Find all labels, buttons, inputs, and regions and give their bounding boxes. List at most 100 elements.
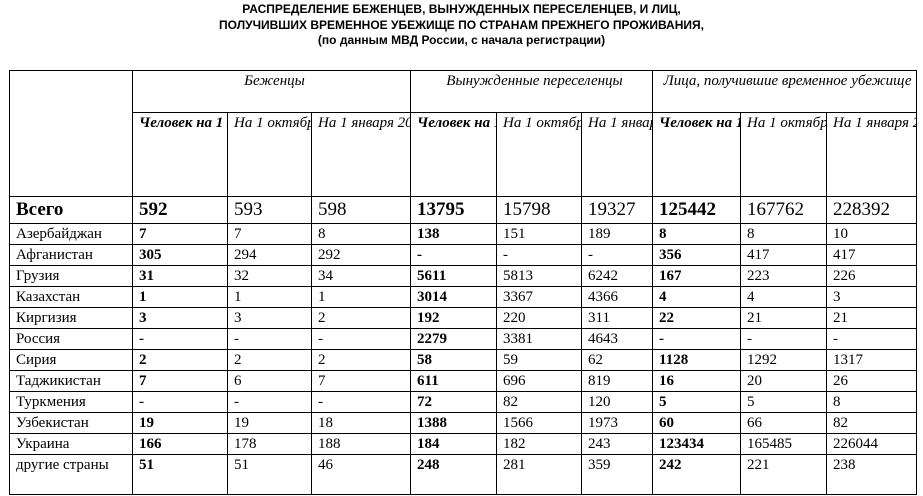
value-cell: 7: [310, 370, 412, 392]
value-cell: 1317: [826, 349, 918, 371]
value-cell: 226: [826, 265, 918, 287]
value-cell: -: [410, 244, 498, 266]
value-cell: 5: [740, 391, 828, 413]
value-cell: 5611: [410, 265, 498, 287]
value-cell: 16: [652, 370, 742, 392]
value-cell: 1: [310, 286, 412, 308]
value-cell: 226044: [826, 433, 918, 455]
value-cell: 19: [227, 412, 312, 434]
value-cell: 8: [826, 391, 918, 413]
table-body: Азербайджан 7 7 8 138 151 189 8 8 10 Афганистан 305…: [9, 223, 918, 495]
total-value-cell: 19327: [581, 196, 654, 224]
value-cell: 22: [652, 307, 742, 329]
table-row: Грузия 31 32 34 5611 5813 6242 167 223 226: [9, 265, 918, 287]
value-cell: 59: [496, 349, 583, 371]
country-name-cell: Россия: [9, 328, 133, 350]
value-cell: 182: [496, 433, 583, 455]
total-value-cell: 598: [310, 196, 412, 224]
value-cell: 819: [581, 370, 654, 392]
value-cell: 696: [496, 370, 583, 392]
value-cell: 1: [132, 286, 228, 308]
value-cell: 2: [310, 307, 412, 329]
total-value-cell: 228392: [826, 196, 918, 224]
country-name-cell: Узбекистан: [9, 412, 133, 434]
value-cell: 6242: [581, 265, 654, 287]
subheader-cell: Человек на 1 января 2018: [652, 112, 742, 197]
country-name-cell: Украина: [9, 433, 133, 455]
country-name-cell: Киргизия: [9, 307, 133, 329]
value-cell: 21: [740, 307, 828, 329]
subheader-cell: На 1 января 2017: [826, 112, 918, 197]
value-cell: 248: [410, 454, 498, 495]
value-cell: 2: [132, 349, 228, 371]
value-cell: 3367: [496, 286, 583, 308]
value-cell: 2: [310, 349, 412, 371]
value-cell: 120: [581, 391, 654, 413]
value-cell: 5: [652, 391, 742, 413]
corner-cell: [9, 70, 133, 197]
country-name-cell: Туркмения: [9, 391, 133, 413]
value-cell: 242: [652, 454, 742, 495]
value-cell: 3: [227, 307, 312, 329]
value-cell: 356: [652, 244, 742, 266]
country-name-cell: Грузия: [9, 265, 133, 287]
country-name-cell: Таджикистан: [9, 370, 133, 392]
value-cell: -: [740, 328, 828, 350]
value-cell: 51: [132, 454, 228, 495]
value-cell: 166: [132, 433, 228, 455]
subheader-cell: На 1 октября 2017: [740, 112, 828, 197]
value-cell: 151: [496, 223, 583, 245]
value-cell: 3: [826, 286, 918, 308]
title-line-1: РАСПРЕДЕЛЕНИЕ БЕЖЕНЦЕВ, ВЫНУЖДЕННЫХ ПЕРЕ…: [242, 2, 681, 16]
value-cell: 167: [652, 265, 742, 287]
value-cell: 281: [496, 454, 583, 495]
title-line-2: ПОЛУЧИВШИХ ВРЕМЕННОЕ УБЕЖИЩЕ ПО СТРАНАМ …: [219, 17, 704, 32]
value-cell: -: [227, 328, 312, 350]
table-row: другие страны 51 51 46 248 281 359 242 221 238: [9, 454, 918, 495]
value-cell: 21: [826, 307, 918, 329]
value-cell: 4366: [581, 286, 654, 308]
total-label: Всего: [9, 196, 133, 224]
value-cell: 4643: [581, 328, 654, 350]
value-cell: -: [581, 244, 654, 266]
total-value-cell: 592: [132, 196, 228, 224]
total-value-cell: 125442: [652, 196, 742, 224]
value-cell: 3381: [496, 328, 583, 350]
value-cell: 46: [310, 454, 412, 495]
value-cell: 82: [496, 391, 583, 413]
value-cell: 1566: [496, 412, 583, 434]
value-cell: -: [826, 328, 918, 350]
table-row: Туркмения - - -72 82 120 5 5 8: [9, 391, 918, 413]
table-row: Украина 166 178 188 184 182 243 123434 165485 226…: [9, 433, 918, 455]
value-cell: 223: [740, 265, 828, 287]
table-row: Россия - - -2279 3381 4643- - -: [9, 328, 918, 350]
group-header-displaced: Вынужденные переселенцы: [410, 70, 654, 113]
value-cell: 417: [740, 244, 828, 266]
value-cell: 18: [310, 412, 412, 434]
table-row: Киргизия 3 3 2 192 220 311 22 21 21: [9, 307, 918, 329]
value-cell: 311: [581, 307, 654, 329]
table-row: Азербайджан 7 7 8 138 151 189 8 8 10: [9, 223, 918, 245]
country-name-cell: Сирия: [9, 349, 133, 371]
value-cell: 7: [227, 223, 312, 245]
value-cell: 2: [227, 349, 312, 371]
value-cell: -: [132, 328, 228, 350]
value-cell: 8: [740, 223, 828, 245]
value-cell: 417: [826, 244, 918, 266]
subheader-cell: Человек на 1 января 2018: [410, 112, 498, 197]
value-cell: 220: [496, 307, 583, 329]
table-row: Таджикистан 7 6 7 611 696 819 16 20 26: [9, 370, 918, 392]
value-cell: 243: [581, 433, 654, 455]
subheader-cell: Человек на 1 января 2018: [132, 112, 228, 197]
total-value-cell: 15798: [496, 196, 583, 224]
value-cell: 60: [652, 412, 742, 434]
value-cell: 7: [132, 223, 228, 245]
value-cell: -: [310, 328, 412, 350]
value-cell: 8: [310, 223, 412, 245]
value-cell: 221: [740, 454, 828, 495]
data-table: Беженцы Вынужденные переселенцы Лица, по…: [9, 70, 918, 495]
value-cell: 123434: [652, 433, 742, 455]
value-cell: 1973: [581, 412, 654, 434]
value-cell: 611: [410, 370, 498, 392]
value-cell: -: [310, 391, 412, 413]
